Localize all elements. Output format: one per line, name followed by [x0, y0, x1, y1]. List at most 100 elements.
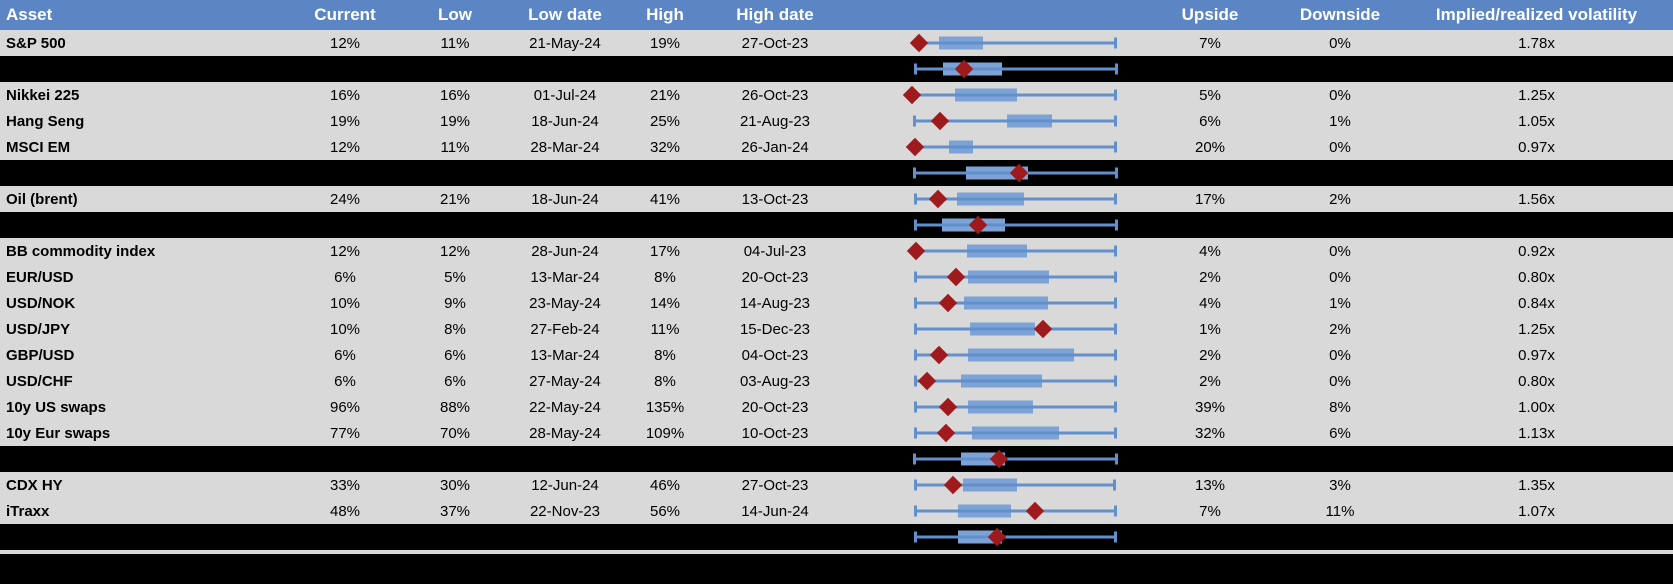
cell-high_date: 26-Oct-23 [741, 86, 809, 104]
cell-upside: 2% [1199, 346, 1221, 364]
empty-cell [400, 160, 510, 186]
cell-high_date: 21-Aug-23 [739, 112, 811, 130]
cell-vol: 0.80x [1518, 372, 1555, 390]
cell-current: 6% [334, 268, 356, 286]
whisker-cap-right [1113, 375, 1117, 387]
empty-cell [400, 56, 510, 82]
cell-low: 21% [439, 190, 471, 208]
current-marker-diamond [917, 371, 937, 391]
cell-low: 37% [439, 502, 471, 520]
whisker-line [914, 509, 1117, 513]
empty-cell [0, 446, 290, 472]
boxplot-cell [840, 134, 1140, 160]
empty-cell [1400, 160, 1673, 186]
table-body: S&P 500 12% 11% 21-May-24 19% 27-Oct-23 7% 0% 1.… [0, 30, 1673, 550]
whisker-line [912, 93, 1117, 97]
cell-low_date: 01-Jul-24 [533, 86, 597, 104]
separator-row [0, 524, 1673, 550]
cell-low_date: 18-Jun-24 [531, 190, 599, 208]
column-header-current: Current [314, 5, 376, 24]
cell-asset: GBP/USD [6, 346, 75, 364]
cell-high: 14% [649, 294, 681, 312]
empty-cell [1280, 524, 1400, 550]
whisker-line [914, 535, 1117, 539]
cell-current: 10% [329, 320, 361, 338]
boxplot [840, 160, 1140, 186]
cell-vol: 0.97x [1518, 346, 1555, 364]
column-header-high: High [646, 5, 684, 24]
cell-high_date: 03-Aug-23 [739, 372, 811, 390]
whisker-cap-right [1113, 479, 1116, 491]
boxplot-cell [840, 446, 1140, 472]
cell-low: 6% [444, 372, 466, 390]
cell-low_date: 27-Feb-24 [530, 320, 600, 338]
empty-cell [1140, 446, 1280, 472]
cell-downside: 0% [1329, 268, 1351, 286]
cell-upside: 2% [1199, 372, 1221, 390]
boxplot [840, 264, 1140, 290]
boxplot-cell [840, 160, 1140, 186]
cell-low_date: 13-Mar-24 [530, 346, 600, 364]
cell-upside: 1% [1199, 320, 1221, 338]
cell-low: 30% [439, 476, 471, 494]
whisker-line [914, 353, 1117, 357]
whisker-cap-right [1113, 193, 1117, 205]
current-marker-diamond [905, 137, 925, 157]
cell-upside: 5% [1199, 86, 1221, 104]
cell-vol: 0.97x [1518, 138, 1555, 156]
whisker-cap-right [1113, 505, 1117, 517]
whisker-cap-right [1113, 271, 1117, 283]
boxplot [840, 498, 1140, 524]
cell-high_date: 10-Oct-23 [741, 424, 809, 442]
cell-high_date: 04-Oct-23 [741, 346, 809, 364]
empty-cell [0, 160, 290, 186]
cell-upside: 2% [1199, 268, 1221, 286]
boxplot [840, 82, 1140, 108]
empty-cell [1280, 56, 1400, 82]
boxplot [840, 524, 1140, 550]
empty-cell [710, 524, 840, 550]
cell-low: 9% [444, 294, 466, 312]
cell-low: 11% [440, 138, 470, 156]
cell-vol: 1.00x [1518, 398, 1555, 416]
cell-upside: 7% [1199, 34, 1221, 52]
boxplot [840, 472, 1140, 498]
empty-cell [510, 212, 620, 238]
cell-low: 19% [439, 112, 471, 130]
cell-low_date: 28-Jun-24 [531, 242, 599, 260]
table-row: USD/CHF 6% 6% 27-May-24 8% 03-Aug-23 2% 0% 0.80x [0, 368, 1673, 394]
whisker-line [914, 379, 1117, 383]
boxplot [840, 290, 1140, 316]
table-row: 10y Eur swaps 77% 70% 28-May-24 109% 10-Oct-2… [0, 420, 1673, 446]
cell-upside: 4% [1199, 294, 1221, 312]
boxplot [840, 212, 1140, 238]
boxplot-cell [840, 186, 1140, 212]
current-marker-diamond [936, 423, 956, 443]
cell-asset: S&P 500 [6, 34, 66, 52]
cell-low: 16% [439, 86, 471, 104]
cell-high_date: 14-Aug-23 [739, 294, 811, 312]
bottom-black-band [0, 554, 1673, 584]
whisker-line [914, 327, 1117, 331]
cell-low_date: 22-May-24 [529, 398, 601, 416]
boxplot-cell [840, 342, 1140, 368]
table-row: iTraxx 48% 37% 22-Nov-23 56% 14-Jun-24 7% 11% 1.… [0, 498, 1673, 524]
cell-downside: 0% [1329, 242, 1351, 260]
whisker-cap-left [912, 453, 916, 465]
whisker-cap-right [1113, 323, 1117, 335]
cell-low_date: 21-May-24 [529, 34, 601, 52]
whisker-line [912, 119, 1117, 123]
cell-low_date: 27-May-24 [529, 372, 601, 390]
empty-cell [710, 56, 840, 82]
empty-cell [400, 446, 510, 472]
table-row: USD/NOK 10% 9% 23-May-24 14% 14-Aug-23 4% 1% 0.8… [0, 290, 1673, 316]
cell-downside: 0% [1329, 372, 1351, 390]
boxplot [840, 238, 1140, 264]
boxplot-cell [840, 82, 1140, 108]
whisker-line [914, 431, 1117, 435]
whisker-line [914, 223, 1119, 227]
cell-high: 109% [645, 424, 685, 442]
boxplot-cell [840, 264, 1140, 290]
cell-current: 12% [329, 138, 361, 156]
